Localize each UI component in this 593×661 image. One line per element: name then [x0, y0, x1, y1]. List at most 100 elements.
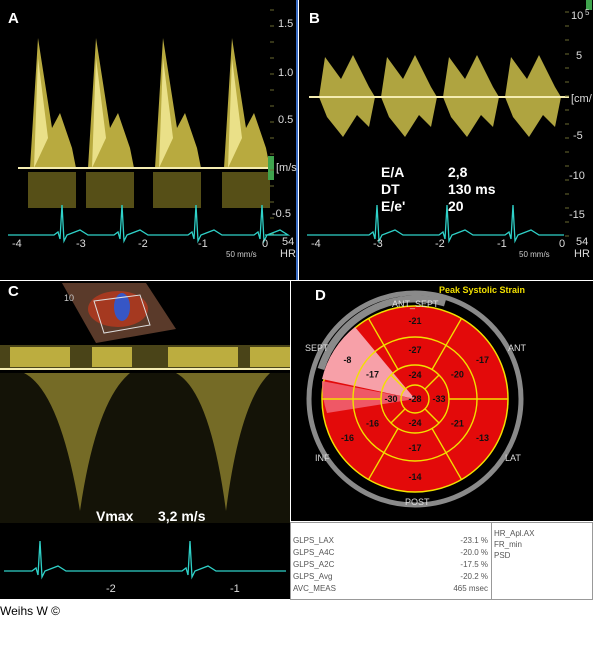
wall-label-ant-sept: ANT_SEPT — [392, 299, 439, 309]
segment-divider-inner — [390, 408, 406, 424]
segment-value-mid: -27 — [408, 345, 421, 355]
measure-value-ea: 2,8 — [448, 164, 468, 180]
sweep-speed-a: 50 mm/s — [226, 250, 257, 259]
hr-value-a: 54 — [282, 236, 295, 248]
gls-results-table: GLPS_LAX -23.1 % GLPS_A4C -20.0 % GLPS_A… — [290, 522, 492, 600]
bullseye-title: Peak Systolic Strain — [439, 285, 526, 295]
panel-label-b: B — [309, 10, 320, 27]
time-tick-b-2: -3 — [373, 238, 383, 250]
panel-label-c: C — [8, 283, 19, 300]
segment-divider-mid — [383, 344, 399, 370]
ecg-trace — [8, 204, 291, 244]
measure-name-ea: E/A — [381, 164, 405, 180]
scale-tick-a-1: 1.5 — [278, 18, 294, 30]
scale-tick-b-2: 5 — [576, 50, 583, 62]
panel-a-mitral-inflow-doppler: A 1.5 1.0 0.5 [m/s -0.5 -4 -3 -2 -1 0 50… — [0, 0, 298, 280]
depth-label-c: 10 — [64, 293, 75, 303]
panel-label-a: A — [8, 10, 19, 27]
gls-row-value: 465 msec — [453, 584, 488, 593]
segment-value-outer: -17 — [476, 355, 489, 365]
spectral-top-signal — [10, 347, 70, 367]
vmax-value: 3,2 m/s — [158, 508, 206, 524]
gls-row-value: -23.1 % — [460, 536, 488, 545]
scale-tick-b-4: -10 — [569, 170, 585, 182]
wall-label-ant: ANT — [508, 343, 526, 353]
spectral-top-signal — [92, 347, 132, 367]
scale-unit-a: [m/s — [276, 162, 297, 174]
segment-divider-outer — [445, 318, 463, 346]
time-tick-b-1: -4 — [311, 238, 321, 250]
vmax-label: Vmax — [96, 508, 134, 524]
hr-value-b: 54 — [576, 236, 589, 248]
measure-value-dt: 130 ms — [448, 181, 496, 197]
segment-value-apex: -28 — [408, 394, 421, 404]
time-tick-b-3: -2 — [435, 238, 445, 250]
segment-value-mid: -21 — [451, 419, 464, 429]
spectral-top-signal — [250, 347, 290, 367]
spectral-noise — [0, 373, 290, 523]
segment-divider-mid — [431, 344, 447, 370]
segment-value-outer: -13 — [476, 433, 489, 443]
reverse-flow-haze — [28, 172, 76, 208]
segment-divider-mid — [431, 428, 447, 454]
time-tick-a-4: -1 — [198, 238, 208, 250]
scale-tick-a-4: -0.5 — [272, 208, 291, 220]
time-tick-a-5: 0 — [262, 238, 269, 250]
side-row: PSD — [494, 551, 511, 560]
panel-b-tissue-doppler: B 10 5 5 [cm/ -5 -10 -15 E/A 2,8 DT 130 … — [299, 0, 593, 280]
time-tick-c-1: -2 — [106, 583, 116, 595]
gls-row-value: -20.0 % — [460, 548, 488, 557]
segment-value-outer: -16 — [341, 433, 354, 443]
gls-row-name: GLPS_A4C — [293, 548, 335, 557]
scale-tick-b-sup: 5 — [585, 8, 590, 17]
segment-value-mid: -17 — [366, 370, 379, 380]
wall-label-lat: LAT — [505, 453, 521, 463]
e-wave-core — [159, 58, 173, 168]
segment-value-inner: -33 — [432, 394, 445, 404]
segment-divider-inner — [424, 408, 440, 424]
hr-label-b: HR — [574, 248, 590, 260]
segment-value-outer: -14 — [408, 472, 421, 482]
doppler-spectrum-a — [8, 0, 298, 280]
scale-tick-b-5: -15 — [569, 209, 585, 221]
outer-frame-ring — [306, 290, 524, 508]
gls-row-name: GLPS_A2C — [293, 560, 335, 569]
segment-value-mid: -17 — [408, 443, 421, 453]
time-tick-a-1: -4 — [12, 238, 22, 250]
hr-label-a: HR — [280, 248, 296, 260]
gls-row-name: AVC_MEAS — [293, 584, 336, 593]
time-tick-a-2: -3 — [76, 238, 86, 250]
gls-row-name: GLPS_Avg — [293, 572, 333, 581]
bullseye-ring — [400, 384, 430, 414]
wall-label-post: POST — [405, 497, 430, 507]
reverse-flow-haze — [86, 172, 134, 208]
scale-tick-b-3: -5 — [573, 130, 583, 142]
frame-arc — [317, 295, 446, 371]
ecg-trace — [4, 540, 286, 580]
scale-unit-b: [cm/ — [571, 93, 592, 105]
wall-label-sept: SEPT — [305, 343, 329, 353]
side-row: HR_Apl.AX — [494, 529, 535, 538]
segment-value-mid: -20 — [451, 370, 464, 380]
sweep-speed-b: 50 mm/s — [519, 250, 550, 259]
segment-value-outer: -8 — [343, 355, 351, 365]
segment-value-inner: -24 — [408, 370, 421, 380]
panel-label-d: D — [315, 287, 326, 304]
scale-tick-b-1: 10 — [571, 10, 584, 22]
sample-box — [93, 294, 151, 334]
reverse-flow-haze — [222, 172, 270, 208]
measure-name-ee: E/e' — [381, 198, 406, 214]
segment-value-outer: -21 — [408, 316, 421, 326]
cw-envelope — [24, 373, 130, 511]
e-wave-core — [34, 58, 48, 168]
measure-name-dt: DT — [381, 181, 400, 197]
scale-marker-a — [268, 156, 274, 180]
segment-divider-outer — [367, 452, 385, 480]
doppler-spectrum-b — [307, 0, 592, 244]
segment-divider-mid — [383, 428, 399, 454]
panel-c-aortic-cw-doppler: C 10 Vmax 3,2 m/s -2 -1 — [0, 281, 290, 599]
time-tick-b-5: 0 — [559, 238, 566, 250]
segment-divider-inner — [424, 374, 440, 390]
reverse-flow-haze — [153, 172, 201, 208]
image-credit: Weihs W © — [0, 604, 60, 618]
